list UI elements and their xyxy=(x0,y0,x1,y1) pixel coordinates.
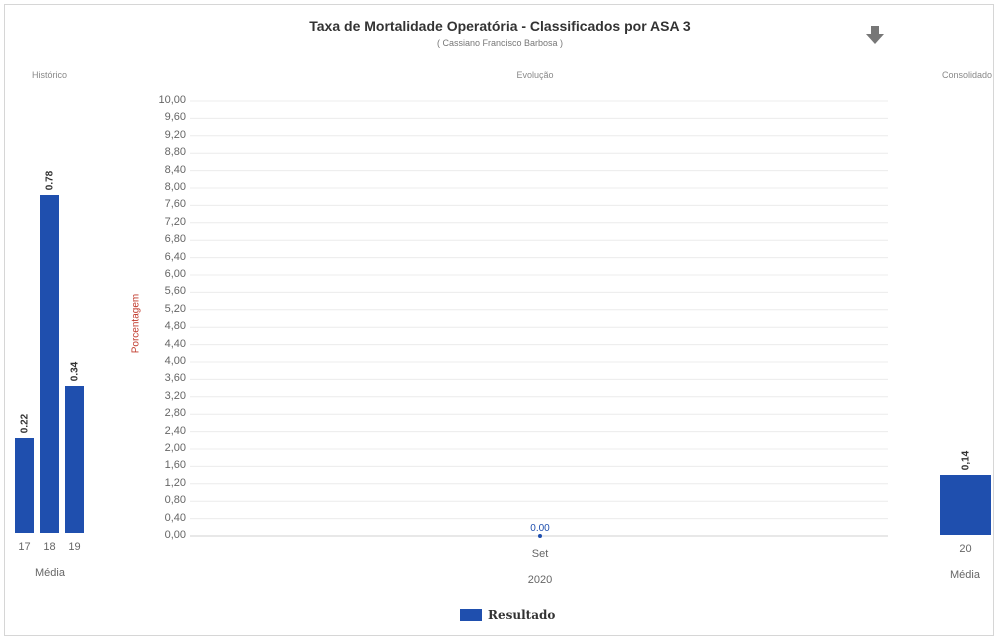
bar-value-label: 0,14 xyxy=(960,450,971,471)
y-tick-label: 3,20 xyxy=(164,389,186,402)
y-tick-label: 2,80 xyxy=(164,407,186,420)
chart-title: Taxa de Mortalidade Operatória - Classif… xyxy=(309,18,691,34)
legend-swatch xyxy=(460,609,482,621)
section-label-evolucao: Evolução xyxy=(516,70,554,80)
y-tick-label: 6,40 xyxy=(164,250,186,263)
section-label-historico: Histórico xyxy=(32,70,68,80)
x-group-label: Média xyxy=(950,569,980,581)
legend-label: Resultado xyxy=(488,608,556,622)
y-tick-label: 1,60 xyxy=(164,459,186,472)
data-label-set: 0.00 xyxy=(530,523,550,534)
chart-subtitle: ( Cassiano Francisco Barbosa ) xyxy=(436,38,564,48)
x-tick-19: 19 xyxy=(68,541,81,553)
bar-17[interactable] xyxy=(15,437,34,533)
x-tick-18: 18 xyxy=(43,541,56,553)
legend-item-resultado[interactable]: Resultado xyxy=(460,605,555,625)
y-tick-label: 4,00 xyxy=(164,355,186,367)
y-tick-label: 0,00 xyxy=(164,529,186,541)
y-tick-label: 0,80 xyxy=(164,494,186,507)
y-tick-label: 0,40 xyxy=(164,511,186,524)
y-tick-label: 1,20 xyxy=(164,476,186,489)
x-tick-group-2020: 2020 xyxy=(527,574,553,586)
section-label-consolidado: Consolidado xyxy=(941,70,992,80)
y-tick-label: 8,00 xyxy=(164,181,186,193)
y-tick-label: 2,00 xyxy=(164,442,186,454)
bar-19[interactable] xyxy=(65,385,84,533)
bar-value-label: 0.78 xyxy=(44,171,55,191)
x-tick-17: 17 xyxy=(18,541,31,553)
data-point-set[interactable] xyxy=(538,534,542,538)
y-tick-label: 8,40 xyxy=(164,163,186,176)
y-tick-label: 9,20 xyxy=(164,128,186,141)
y-tick-label: 2,40 xyxy=(164,424,186,437)
y-tick-label: 4,80 xyxy=(164,320,186,333)
bar-20[interactable] xyxy=(940,474,991,535)
y-tick-label: 7,20 xyxy=(164,215,186,228)
y-tick-label: 10,00 xyxy=(158,94,186,106)
bar-18[interactable] xyxy=(40,195,59,533)
x-tick-20: 20 xyxy=(959,543,972,555)
y-tick-label: 5,60 xyxy=(164,285,186,298)
download-arrow-icon[interactable] xyxy=(864,24,886,46)
y-tick-label: 4,40 xyxy=(164,337,186,350)
x-group-label: Média xyxy=(35,567,65,579)
y-tick-label: 5,20 xyxy=(164,302,186,315)
y-tick-label: 3,60 xyxy=(164,372,186,385)
bar-value-label: 0.34 xyxy=(69,361,80,381)
y-tick-label: 9,60 xyxy=(164,111,186,124)
x-tick-set: Set xyxy=(531,548,549,560)
bar-value-label: 0.22 xyxy=(19,413,30,433)
y-tick-label: 6,80 xyxy=(164,233,186,246)
y-tick-label: 8,80 xyxy=(164,146,186,159)
chart-container xyxy=(4,4,994,636)
y-tick-label: 7,60 xyxy=(164,198,186,211)
y-tick-label: 6,00 xyxy=(164,268,186,280)
